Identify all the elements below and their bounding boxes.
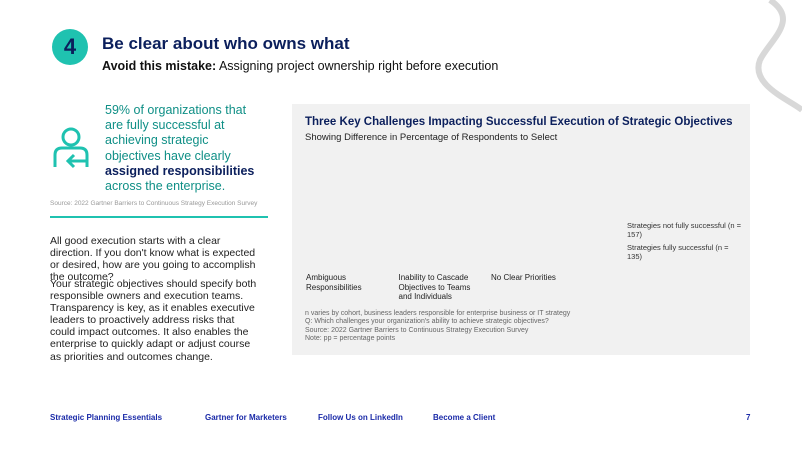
footer-link[interactable]: Strategic Planning Essentials — [50, 413, 163, 422]
x-category-label: Ambiguous Responsibilities — [306, 273, 362, 292]
legend-label: Strategies fully successful (n = 135) — [627, 243, 729, 261]
page-title: Be clear about who owns what — [102, 34, 350, 53]
chart-subtitle: Showing Difference in Percentage of Resp… — [305, 132, 558, 143]
chart-panel — [292, 104, 750, 355]
paragraph: Your strategic objectives should specify… — [50, 278, 257, 363]
x-category-label: Inability to Cascade Objectives to Teams… — [398, 273, 471, 301]
chart-title: Three Key Challenges Impacting Successfu… — [305, 116, 733, 128]
mistake-line: Avoid this mistake: Assigning project ow… — [102, 59, 498, 73]
chart-note: Source: 2022 Gartner Barriers to Continu… — [305, 326, 529, 334]
footer-link[interactable]: Become a Client — [433, 413, 496, 422]
paragraph: All good execution starts with a clear d… — [50, 235, 256, 284]
footer-link[interactable]: Follow Us on LinkedIn — [318, 413, 403, 422]
mistake-label: Avoid this mistake: — [102, 59, 217, 73]
icon — [53, 127, 89, 169]
stat-text: 59% of organizations that are fully succ… — [105, 103, 247, 163]
divider — [50, 216, 268, 218]
legend-label: Strategies not fully successful (n = 157… — [627, 221, 742, 239]
page-number: 7 — [746, 413, 751, 422]
step-badge: 4 — [52, 29, 88, 65]
mistake-text: Assigning project ownership right before… — [218, 59, 499, 73]
footer-link[interactable]: Gartner for Marketers — [205, 413, 287, 422]
chart-note: Q: Which challenges your organization's … — [305, 318, 549, 326]
decoration — [755, 0, 802, 113]
stat-source: Source: 2022 Gartner Barriers to Continu… — [50, 200, 258, 207]
x-category-label: No Clear Priorities — [491, 273, 556, 282]
stat-text: across the enterprise. — [105, 179, 226, 194]
chart-note: Note: pp = percentage points — [305, 334, 396, 342]
stat-highlight: assigned responsibilities — [105, 163, 255, 178]
chart-note: n varies by cohort, business leaders res… — [305, 310, 571, 317]
stat-callout: 59% of organizations that are fully succ… — [105, 103, 265, 194]
